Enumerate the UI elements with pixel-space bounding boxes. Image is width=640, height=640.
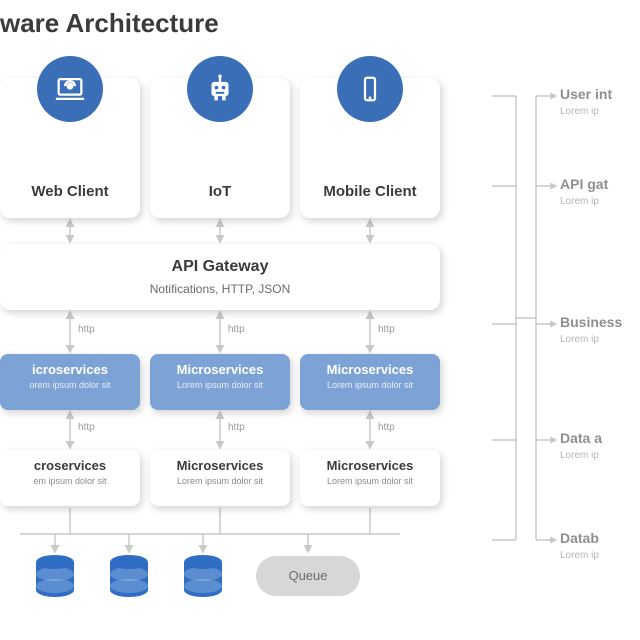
http-label: http (228, 422, 245, 433)
ms-sub: Lorem ipsum dolor sit (300, 476, 440, 486)
client-web: Web Client (0, 78, 140, 218)
layer-title: Data a (560, 430, 602, 446)
robot-icon (187, 56, 253, 122)
layer-user-interface: User int Lorem ip (560, 86, 612, 117)
database-icon (184, 555, 222, 597)
microservice-box: Microservices Lorem ipsum dolor sit (150, 450, 290, 506)
microservice-box: Microservices Lorem ipsum dolor sit (150, 354, 290, 410)
http-label: http (378, 422, 395, 433)
api-gateway-box: API Gateway Notifications, HTTP, JSON (0, 244, 440, 310)
microservice-box: croservices em ipsum dolor sit (0, 450, 140, 506)
layer-sub: Lorem ip (560, 196, 608, 207)
api-title: API Gateway (0, 258, 440, 276)
ms-title: icroservices (0, 362, 140, 377)
layer-database: Datab Lorem ip (560, 530, 599, 561)
microservice-box: Microservices Lorem ipsum dolor sit (300, 354, 440, 410)
ms-sub: Lorem ipsum dolor sit (150, 380, 290, 390)
http-label: http (78, 324, 95, 335)
ms-title: croservices (0, 458, 140, 473)
ms-sub: Lorem ipsum dolor sit (150, 476, 290, 486)
http-label: http (378, 324, 395, 335)
layer-title: Business (560, 314, 622, 330)
http-label: http (78, 422, 95, 433)
layer-business: Business Lorem ip (560, 314, 622, 345)
layer-data-access: Data a Lorem ip (560, 430, 602, 461)
microservice-box: Microservices Lorem ipsum dolor sit (300, 450, 440, 506)
microservice-box: icroservices orem ipsum dolor sit (0, 354, 140, 410)
database-icon (36, 555, 74, 597)
client-label: Mobile Client (300, 183, 440, 200)
ms-title: Microservices (150, 458, 290, 473)
ms-sub: orem ipsum dolor sit (0, 380, 140, 390)
page-title: ware Architecture (0, 8, 219, 39)
client-mobile: Mobile Client (300, 78, 440, 218)
database-icon (110, 555, 148, 597)
api-subtitle: Notifications, HTTP, JSON (0, 282, 440, 296)
layer-sub: Lorem ip (560, 334, 622, 345)
layer-api-gateway: API gat Lorem ip (560, 176, 608, 207)
layer-title: API gat (560, 176, 608, 192)
layer-sub: Lorem ip (560, 106, 612, 117)
ms-sub: em ipsum dolor sit (0, 476, 140, 486)
layer-title: Datab (560, 530, 599, 546)
laptop-icon (37, 56, 103, 122)
client-label: IoT (150, 183, 290, 200)
layer-sub: Lorem ip (560, 550, 599, 561)
client-iot: IoT (150, 78, 290, 218)
layer-title: User int (560, 86, 612, 102)
ms-sub: Lorem ipsum dolor sit (300, 380, 440, 390)
http-label: http (228, 324, 245, 335)
queue-box: Queue (256, 556, 360, 596)
client-label: Web Client (0, 183, 140, 200)
ms-title: Microservices (300, 362, 440, 377)
layer-sub: Lorem ip (560, 450, 602, 461)
phone-icon (337, 56, 403, 122)
ms-title: Microservices (150, 362, 290, 377)
ms-title: Microservices (300, 458, 440, 473)
